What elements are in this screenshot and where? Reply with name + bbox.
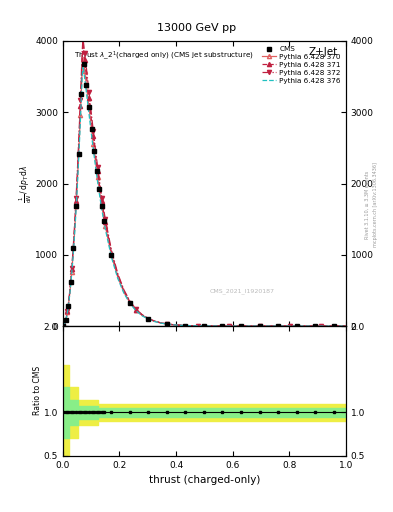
CMS bbox=[94, 167, 99, 174]
Line: Pythia 6.428 372: Pythia 6.428 372 bbox=[61, 36, 348, 328]
Line: Pythia 6.428 371: Pythia 6.428 371 bbox=[61, 45, 348, 328]
CMS bbox=[71, 245, 76, 251]
Pythia 6.428 370 bbox=[85, 89, 90, 95]
CMS bbox=[239, 323, 243, 329]
Pythia 6.428 376 bbox=[257, 323, 262, 329]
Pythia 6.428 370 bbox=[81, 54, 85, 60]
Pythia 6.428 376 bbox=[85, 96, 90, 102]
CMS bbox=[63, 317, 68, 324]
CMS bbox=[146, 316, 151, 322]
CMS bbox=[76, 151, 81, 157]
CMS bbox=[97, 186, 102, 193]
CMS bbox=[275, 323, 280, 329]
Text: Z+Jet: Z+Jet bbox=[308, 47, 337, 57]
Pythia 6.428 376 bbox=[183, 323, 188, 329]
Pythia 6.428 372 bbox=[71, 240, 76, 246]
Pythia 6.428 370 bbox=[71, 245, 76, 251]
CMS bbox=[313, 323, 318, 329]
Pythia 6.428 376 bbox=[81, 62, 85, 68]
Pythia 6.428 376 bbox=[71, 248, 76, 254]
Pythia 6.428 371 bbox=[85, 80, 90, 86]
Pythia 6.428 370 bbox=[270, 323, 274, 329]
Pythia 6.428 370 bbox=[343, 323, 348, 329]
Pythia 6.428 371 bbox=[257, 323, 262, 329]
CMS bbox=[128, 300, 132, 306]
CMS bbox=[74, 203, 79, 209]
Pythia 6.428 376 bbox=[343, 323, 348, 329]
Text: CMS_2021_I1920187: CMS_2021_I1920187 bbox=[210, 288, 275, 293]
Pythia 6.428 376 bbox=[270, 323, 274, 329]
Pythia 6.428 370 bbox=[257, 323, 262, 329]
Pythia 6.428 371 bbox=[270, 323, 274, 329]
CMS bbox=[102, 219, 107, 225]
Pythia 6.428 372 bbox=[325, 323, 330, 329]
Text: 13000 GeV pp: 13000 GeV pp bbox=[157, 23, 236, 33]
Pythia 6.428 372 bbox=[61, 323, 66, 329]
Pythia 6.428 371 bbox=[343, 323, 348, 329]
CMS bbox=[202, 323, 206, 329]
Pythia 6.428 370 bbox=[325, 323, 330, 329]
Pythia 6.428 372 bbox=[257, 323, 262, 329]
CMS bbox=[84, 82, 89, 88]
CMS bbox=[89, 126, 94, 133]
Pythia 6.428 371 bbox=[183, 323, 188, 329]
CMS bbox=[257, 323, 262, 329]
Text: Thrust $\lambda\_2^1$(charged only) (CMS jet substructure): Thrust $\lambda\_2^1$(charged only) (CMS… bbox=[74, 50, 254, 62]
CMS bbox=[109, 252, 114, 259]
CMS bbox=[294, 323, 299, 329]
Pythia 6.428 371 bbox=[325, 323, 330, 329]
CMS bbox=[86, 104, 91, 110]
Pythia 6.428 372 bbox=[81, 35, 85, 41]
Text: mcplots.cern.ch [arXiv:1306.3436]: mcplots.cern.ch [arXiv:1306.3436] bbox=[373, 162, 378, 247]
Text: Rivet 3.1.10, ≥ 3.3M events: Rivet 3.1.10, ≥ 3.3M events bbox=[365, 170, 370, 239]
Pythia 6.428 376 bbox=[61, 323, 66, 329]
CMS bbox=[99, 203, 104, 209]
Pythia 6.428 376 bbox=[325, 323, 330, 329]
CMS bbox=[331, 323, 336, 329]
Pythia 6.428 372 bbox=[270, 323, 274, 329]
CMS bbox=[220, 323, 225, 329]
CMS bbox=[79, 91, 84, 97]
Pythia 6.428 370 bbox=[61, 323, 66, 329]
CMS bbox=[183, 323, 188, 329]
CMS bbox=[165, 321, 169, 327]
CMS bbox=[81, 61, 86, 67]
Line: CMS: CMS bbox=[61, 62, 335, 328]
Y-axis label: $\frac{1}{\mathrm{d}N}\,/\,\mathrm{d}p_T\,\mathrm{d}\lambda$: $\frac{1}{\mathrm{d}N}\,/\,\mathrm{d}p_T… bbox=[17, 164, 34, 203]
CMS bbox=[66, 303, 71, 309]
Line: Pythia 6.428 370: Pythia 6.428 370 bbox=[61, 55, 348, 328]
CMS bbox=[68, 279, 73, 285]
Pythia 6.428 370 bbox=[183, 323, 188, 329]
Pythia 6.428 372 bbox=[183, 323, 188, 329]
CMS bbox=[92, 147, 97, 154]
Y-axis label: Ratio to CMS: Ratio to CMS bbox=[33, 366, 42, 415]
Pythia 6.428 371 bbox=[61, 323, 66, 329]
Line: Pythia 6.428 376: Pythia 6.428 376 bbox=[63, 65, 346, 326]
Pythia 6.428 371 bbox=[71, 242, 76, 248]
Legend: CMS, Pythia 6.428 370, Pythia 6.428 371, Pythia 6.428 372, Pythia 6.428 376: CMS, Pythia 6.428 370, Pythia 6.428 371,… bbox=[261, 45, 342, 85]
CMS bbox=[61, 323, 66, 329]
X-axis label: thrust (charged-only): thrust (charged-only) bbox=[149, 475, 260, 485]
Pythia 6.428 372 bbox=[85, 73, 90, 79]
Pythia 6.428 371 bbox=[81, 44, 85, 50]
Pythia 6.428 372 bbox=[343, 323, 348, 329]
